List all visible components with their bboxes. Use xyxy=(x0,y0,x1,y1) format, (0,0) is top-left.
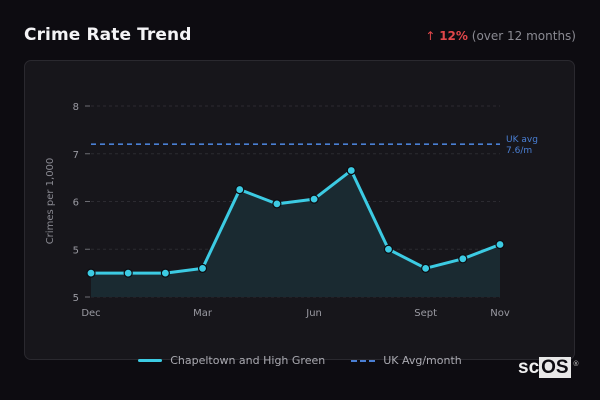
y-axis: 8 7 6 5 5 xyxy=(73,102,90,304)
x-tick-label: Nov xyxy=(490,308,510,319)
x-tick-label: Mar xyxy=(193,308,213,319)
data-point[interactable] xyxy=(197,263,208,273)
dashed-line-swatch-icon xyxy=(351,359,376,362)
y-tick-label: 7 xyxy=(73,150,79,161)
series-area xyxy=(91,170,500,297)
x-tick-label: Jun xyxy=(305,308,322,319)
trend-percent: 12% xyxy=(439,29,468,43)
y-axis-label: Crimes per 1,000 xyxy=(45,158,56,245)
scos-logo: sc OS ® xyxy=(518,357,579,378)
data-point[interactable] xyxy=(458,254,468,264)
data-point[interactable] xyxy=(309,194,319,204)
x-tick-label: Sept xyxy=(414,308,437,319)
data-point[interactable] xyxy=(123,268,133,278)
data-point[interactable] xyxy=(421,263,431,273)
solid-line-swatch-icon xyxy=(138,359,163,362)
data-points xyxy=(86,165,505,278)
y-tick-label: 5 xyxy=(73,293,79,304)
trend-period: (over 12 months) xyxy=(471,29,576,43)
x-axis: Dec Mar Jun Sept Nov xyxy=(81,308,510,319)
registered-mark-icon: ® xyxy=(573,361,579,368)
data-point[interactable] xyxy=(160,268,170,278)
data-point[interactable] xyxy=(86,268,96,278)
data-point[interactable] xyxy=(495,239,505,250)
logo-highlight: OS xyxy=(539,357,571,378)
reference-label-line2: 7.6/m xyxy=(506,146,532,156)
data-point[interactable] xyxy=(346,165,356,176)
legend-reference-label: UK Avg/month xyxy=(383,354,462,367)
trend-indicator: ↑ 12% (over 12 months) xyxy=(425,29,576,43)
logo-prefix: sc xyxy=(518,357,540,378)
data-point[interactable] xyxy=(235,184,245,195)
data-point[interactable] xyxy=(383,244,394,254)
reference-label-line1: UK avg xyxy=(506,135,538,145)
y-tick-label: 5 xyxy=(73,245,79,256)
legend-item-reference[interactable]: UK Avg/month xyxy=(351,354,462,367)
legend-item-series[interactable]: Chapeltown and High Green xyxy=(138,354,325,367)
y-tick-label: 8 xyxy=(73,102,79,113)
chart-title: Crime Rate Trend xyxy=(24,25,192,45)
y-tick-label: 6 xyxy=(73,198,79,209)
chart-legend: Chapeltown and High Green UK Avg/month xyxy=(0,354,600,367)
trend-up-arrow-icon: ↑ xyxy=(425,29,436,43)
x-tick-label: Dec xyxy=(81,308,100,319)
series-line xyxy=(91,168,501,275)
legend-series-label: Chapeltown and High Green xyxy=(170,354,326,367)
data-point[interactable] xyxy=(272,199,282,209)
